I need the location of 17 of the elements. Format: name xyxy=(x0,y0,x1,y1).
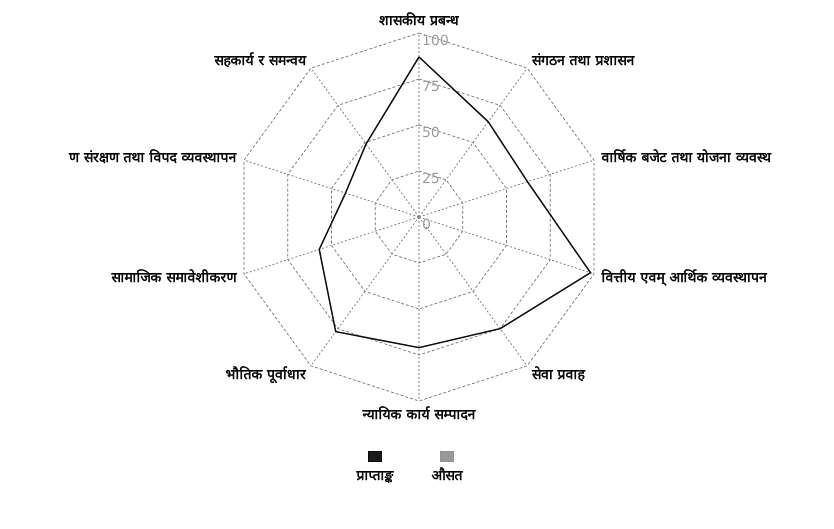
legend-label: प्राप्ताङ्क xyxy=(356,468,394,484)
category-label: वार्षिक बजेट तथा योजना व्यवस्थ xyxy=(602,150,772,166)
category-label: वित्तीय एवम् आर्थिक व्यवस्थापन xyxy=(602,270,768,286)
y-tick-label: 75 xyxy=(422,79,440,95)
category-label: सामाजिक समावेशीकरण xyxy=(112,270,236,286)
y-tick-label: 0 xyxy=(422,217,431,233)
category-label: भौतिक पूर्वाधार xyxy=(225,366,306,383)
y-tick-label: 25 xyxy=(422,171,440,187)
y-tick-label: 50 xyxy=(422,125,440,141)
category-label: संगठन तथा प्रशासन xyxy=(532,53,635,70)
y-tick-label: 100 xyxy=(422,33,449,49)
category-label: न्यायिक कार्य सम्पादन xyxy=(362,407,476,423)
category-label: सेवा प्रवाह xyxy=(532,366,585,383)
category-label: सहकार्य र समन्वय xyxy=(214,53,306,70)
category-label: ण संरक्षण तथा विपद व्यवस्थापन xyxy=(68,150,236,166)
category-label: शासकीय प्रबन्ध xyxy=(379,13,459,29)
legend-label: औसत xyxy=(432,468,462,484)
